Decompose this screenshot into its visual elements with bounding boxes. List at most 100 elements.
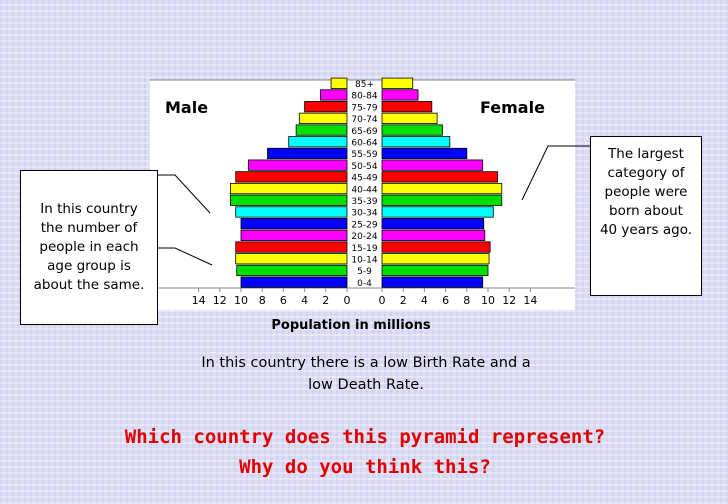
tick-label: 4: [301, 294, 308, 307]
female-bar-25-29: [381, 218, 485, 230]
female-bar-40-44: [381, 182, 503, 195]
x-axis-ticks: 14 12 10 8 6 4 2 0 0 2 4 6 8 10 12 14: [192, 288, 537, 307]
right-callout-line: people were: [604, 184, 688, 200]
caption-line: low Death Rate.: [308, 377, 424, 393]
male-bar-60-64: [288, 136, 348, 148]
female-label: Female: [480, 98, 545, 117]
male-bar-20-24: [240, 229, 348, 241]
tick-label: 6: [442, 294, 449, 307]
tick-label: 14: [523, 294, 537, 307]
male-bar-25-29: [240, 218, 348, 230]
caption: In this country there is a low Birth Rat…: [150, 352, 582, 396]
female-bar-35-39: [381, 194, 503, 206]
female-bar-50-54: [381, 159, 484, 171]
female-bar-70-74: [381, 112, 438, 124]
male-bar-0-4: [240, 276, 348, 288]
female-bar-30-34: [381, 206, 494, 218]
age-label: 30-34: [351, 209, 377, 219]
caption-line: In this country there is a low Birth Rat…: [201, 355, 531, 371]
age-label: 40-44: [351, 185, 377, 195]
tick-label: 8: [259, 294, 266, 307]
female-bar-45-49: [381, 171, 498, 183]
tick-label: 4: [421, 294, 428, 307]
age-label: 50-54: [351, 162, 377, 172]
tick-label: 12: [213, 294, 227, 307]
left-callout-leader-bottom: [158, 247, 213, 266]
male-bar-70-74: [298, 112, 348, 124]
left-callout-line: about the same.: [33, 277, 145, 293]
age-label: 5-9: [357, 267, 372, 277]
female-bar-75-79: [381, 101, 433, 113]
male-bar-75-79: [304, 101, 348, 113]
age-label: 15-19: [351, 244, 377, 254]
age-label: 0-4: [357, 279, 372, 289]
tick-label: 10: [234, 294, 248, 307]
tick-label: 12: [502, 294, 516, 307]
age-label: 85+: [355, 80, 374, 90]
tick-label: 2: [400, 294, 407, 307]
male-bar-35-39: [229, 194, 348, 206]
male-bars: [229, 77, 348, 288]
right-callout-line: born about: [609, 203, 683, 219]
male-bar-50-54: [248, 159, 348, 171]
female-bar-10-14: [381, 253, 490, 265]
female-bar-15-19: [381, 241, 491, 253]
female-bar-80-84: [381, 89, 419, 101]
chart-plot-area: [150, 80, 575, 310]
right-callout-line: category of: [607, 165, 685, 181]
x-axis-label: Population in millions: [271, 318, 431, 333]
female-bar-65-69: [381, 124, 443, 136]
left-callout-line: the number of: [40, 220, 138, 236]
male-label: Male: [165, 98, 208, 117]
age-label: 35-39: [351, 197, 377, 207]
age-label: 65-69: [351, 127, 377, 137]
tick-label: 6: [280, 294, 287, 307]
age-label: 25-29: [351, 220, 377, 230]
age-label: 20-24: [351, 232, 377, 242]
female-bar-55-59: [381, 147, 468, 160]
male-bar-85+: [330, 77, 348, 89]
male-bar-55-59: [267, 147, 348, 160]
male-bar-30-34: [235, 206, 348, 218]
female-bar-5-9: [381, 264, 489, 277]
female-bar-85+: [381, 77, 414, 89]
tick-label: 8: [463, 294, 470, 307]
male-bar-15-19: [235, 241, 348, 253]
male-bar-5-9: [236, 264, 348, 277]
right-callout: The largest category of people were born…: [590, 136, 702, 296]
tick-label: 0: [379, 294, 386, 307]
left-callout: In this country the number of people in …: [20, 170, 158, 325]
male-bar-80-84: [320, 89, 348, 101]
age-label: 80-84: [351, 92, 377, 102]
age-label: 70-74: [351, 115, 377, 125]
tick-label: 10: [481, 294, 495, 307]
age-label: 60-64: [351, 138, 377, 148]
question-line: Why do you think this?: [239, 456, 491, 478]
tick-label: 0: [344, 294, 351, 307]
age-label: 75-79: [351, 103, 377, 113]
question: Which country does this pyramid represen…: [40, 422, 690, 482]
left-callout-leader-top: [158, 174, 211, 214]
tick-label: 14: [192, 294, 206, 307]
tick-label: 2: [322, 294, 329, 307]
male-bar-45-49: [235, 171, 348, 183]
right-callout-line: 40 years ago.: [599, 222, 693, 238]
right-callout-line: The largest: [608, 146, 684, 162]
female-bar-20-24: [381, 229, 486, 241]
male-bar-65-69: [295, 124, 348, 136]
left-callout-line: In this country: [40, 201, 138, 217]
left-callout-line: people in each: [39, 239, 139, 255]
female-bar-60-64: [381, 136, 451, 148]
female-bar-0-4: [381, 276, 484, 288]
age-label: 55-59: [351, 150, 377, 160]
question-line: Which country does this pyramid represen…: [124, 426, 606, 448]
age-label: 45-49: [351, 174, 377, 184]
left-callout-line: age group is: [47, 258, 131, 274]
right-callout-leader: [521, 145, 590, 201]
male-bar-10-14: [235, 253, 348, 265]
female-bars: [381, 77, 503, 288]
age-label: 10-14: [351, 255, 377, 265]
male-bar-40-44: [229, 182, 348, 195]
